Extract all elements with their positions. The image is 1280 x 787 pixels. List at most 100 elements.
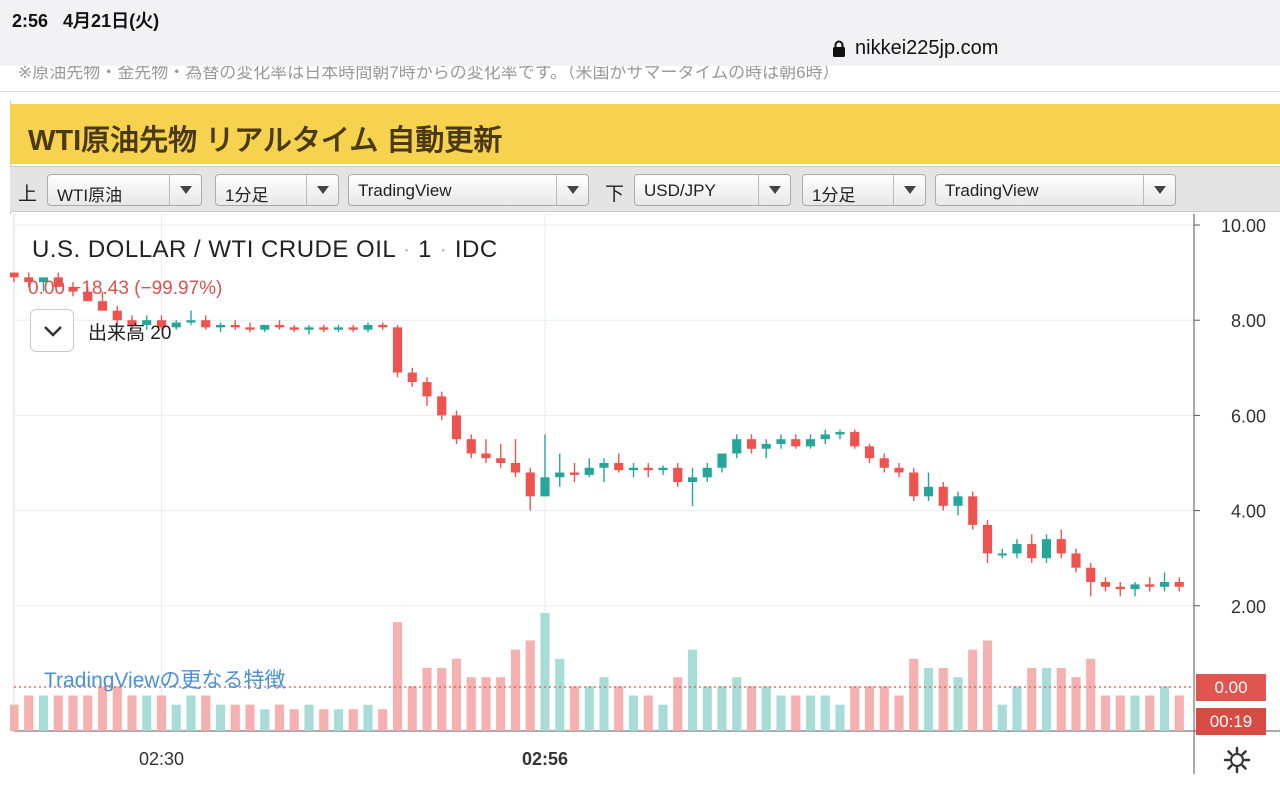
- lower-provider-value: TradingView: [945, 181, 1039, 200]
- candle-body: [156, 320, 167, 328]
- volume-bar: [289, 709, 299, 731]
- volume-bar: [496, 677, 506, 731]
- candle-body: [422, 382, 432, 397]
- upper-symbol-select[interactable]: WTI原油: [47, 174, 202, 206]
- candle-body: [466, 439, 476, 454]
- upper-label: 上: [18, 184, 38, 205]
- volume-bar: [658, 704, 668, 731]
- candle-body: [215, 324, 226, 328]
- lower-provider-select[interactable]: TradingView: [935, 174, 1176, 206]
- volume-bar: [466, 677, 476, 731]
- title-bar: WTI原油先物 リアルタイム 自動更新: [10, 104, 1280, 164]
- volume-bar: [791, 695, 801, 731]
- candle-body: [658, 467, 668, 471]
- chevron-down-icon[interactable]: [893, 175, 925, 205]
- candle-body: [142, 320, 152, 325]
- candle-body: [555, 472, 565, 478]
- candle-body: [230, 324, 240, 328]
- volume-bar: [38, 695, 49, 731]
- upper-interval-select[interactable]: 1分足: [215, 174, 339, 206]
- candle-body: [319, 327, 329, 330]
- candle-body: [850, 432, 860, 447]
- volume-bar: [968, 649, 978, 731]
- address-bar[interactable]: nikkei225jp.com: [0, 34, 1280, 66]
- volume-bar: [201, 695, 211, 731]
- candle-body: [437, 396, 447, 416]
- volume-bar: [260, 709, 270, 731]
- candle-body: [599, 463, 609, 468]
- lower-symbol-select[interactable]: USD/JPY: [634, 174, 791, 206]
- lower-interval-value: 1分足: [812, 186, 856, 205]
- candle-body: [909, 472, 919, 497]
- candle-body: [407, 372, 417, 383]
- chevron-down-icon: [44, 326, 62, 337]
- volume-bar: [717, 686, 727, 731]
- candle-body: [38, 277, 49, 283]
- volume-bar: [348, 709, 358, 731]
- chevron-down-icon[interactable]: [1143, 175, 1175, 205]
- notice-strip: ※原油先物・金先物・為替の変化率は日本時間朝7時からの変化率です。（米国がサマー…: [0, 66, 1280, 92]
- y-tick-label: 8.00: [1231, 311, 1266, 331]
- volume-bar: [1174, 695, 1184, 731]
- candle-body: [83, 291, 93, 302]
- volume-bar: [392, 622, 403, 731]
- candle-body: [997, 553, 1007, 556]
- candle-body: [938, 486, 948, 506]
- lower-label: 下: [605, 184, 625, 205]
- candle-body: [481, 453, 491, 459]
- candle-body: [333, 327, 344, 330]
- volume-bar: [540, 613, 550, 731]
- x-tick-label: 02:56: [522, 749, 568, 769]
- volume-bar: [1145, 695, 1155, 731]
- lower-interval-select[interactable]: 1分足: [802, 174, 926, 206]
- volume-bar: [215, 704, 226, 731]
- tradingview-features-link[interactable]: TradingViewの更なる特徴: [44, 669, 286, 692]
- volume-bar: [982, 640, 993, 731]
- chevron-down-icon[interactable]: [556, 175, 588, 205]
- separator-dot: ·: [439, 236, 448, 263]
- candle-body: [584, 467, 594, 475]
- candle-body: [201, 320, 211, 328]
- upper-interval-value: 1分足: [225, 186, 269, 205]
- volume-bar: [245, 704, 255, 731]
- y-tick-label: 2.00: [1231, 597, 1266, 617]
- candle-body: [1100, 582, 1111, 587]
- candle-body: [702, 467, 712, 478]
- clock: 2:56: [12, 11, 49, 31]
- settings-gear-icon[interactable]: [1223, 746, 1251, 774]
- candle-body: [260, 324, 270, 330]
- volume-bar: [53, 695, 63, 731]
- volume-bar: [687, 649, 698, 731]
- volume-bar: [83, 695, 93, 731]
- volume-bar: [953, 677, 963, 731]
- candle-body: [569, 472, 580, 475]
- candle-body: [186, 320, 196, 323]
- volume-bar: [451, 658, 462, 731]
- volume-bar: [481, 677, 491, 731]
- volume-bar: [378, 709, 388, 731]
- candle-body: [1115, 586, 1125, 590]
- volume-bar: [673, 677, 683, 731]
- volume-bar: [363, 704, 373, 731]
- candle-body: [540, 477, 550, 497]
- collapse-legend-button[interactable]: [30, 309, 74, 352]
- volume-bar: [850, 686, 860, 731]
- candle-body: [968, 496, 978, 525]
- volume-bar: [835, 704, 845, 731]
- chevron-down-icon[interactable]: [306, 175, 338, 205]
- candle-body: [879, 458, 889, 468]
- candlestick-chart[interactable]: 10.008.006.004.002.0001:3001:4502:0002:1…: [10, 214, 1280, 787]
- chevron-down-icon[interactable]: [169, 175, 201, 205]
- volume-bar: [1012, 686, 1022, 731]
- candle-body: [791, 439, 801, 447]
- volume-bar: [702, 686, 712, 731]
- candle-body: [392, 327, 403, 373]
- symbol-name: U.S. DOLLAR / WTI CRUDE OIL: [32, 236, 396, 263]
- upper-provider-select[interactable]: TradingView: [348, 174, 589, 206]
- volume-bar: [732, 677, 742, 731]
- volume-bar: [628, 695, 639, 731]
- volume-bar: [776, 695, 786, 731]
- candle-body: [171, 322, 181, 328]
- chevron-down-icon[interactable]: [758, 175, 790, 205]
- tradingview-chart[interactable]: 10.008.006.004.002.0001:3001:4502:0002:1…: [10, 214, 1280, 787]
